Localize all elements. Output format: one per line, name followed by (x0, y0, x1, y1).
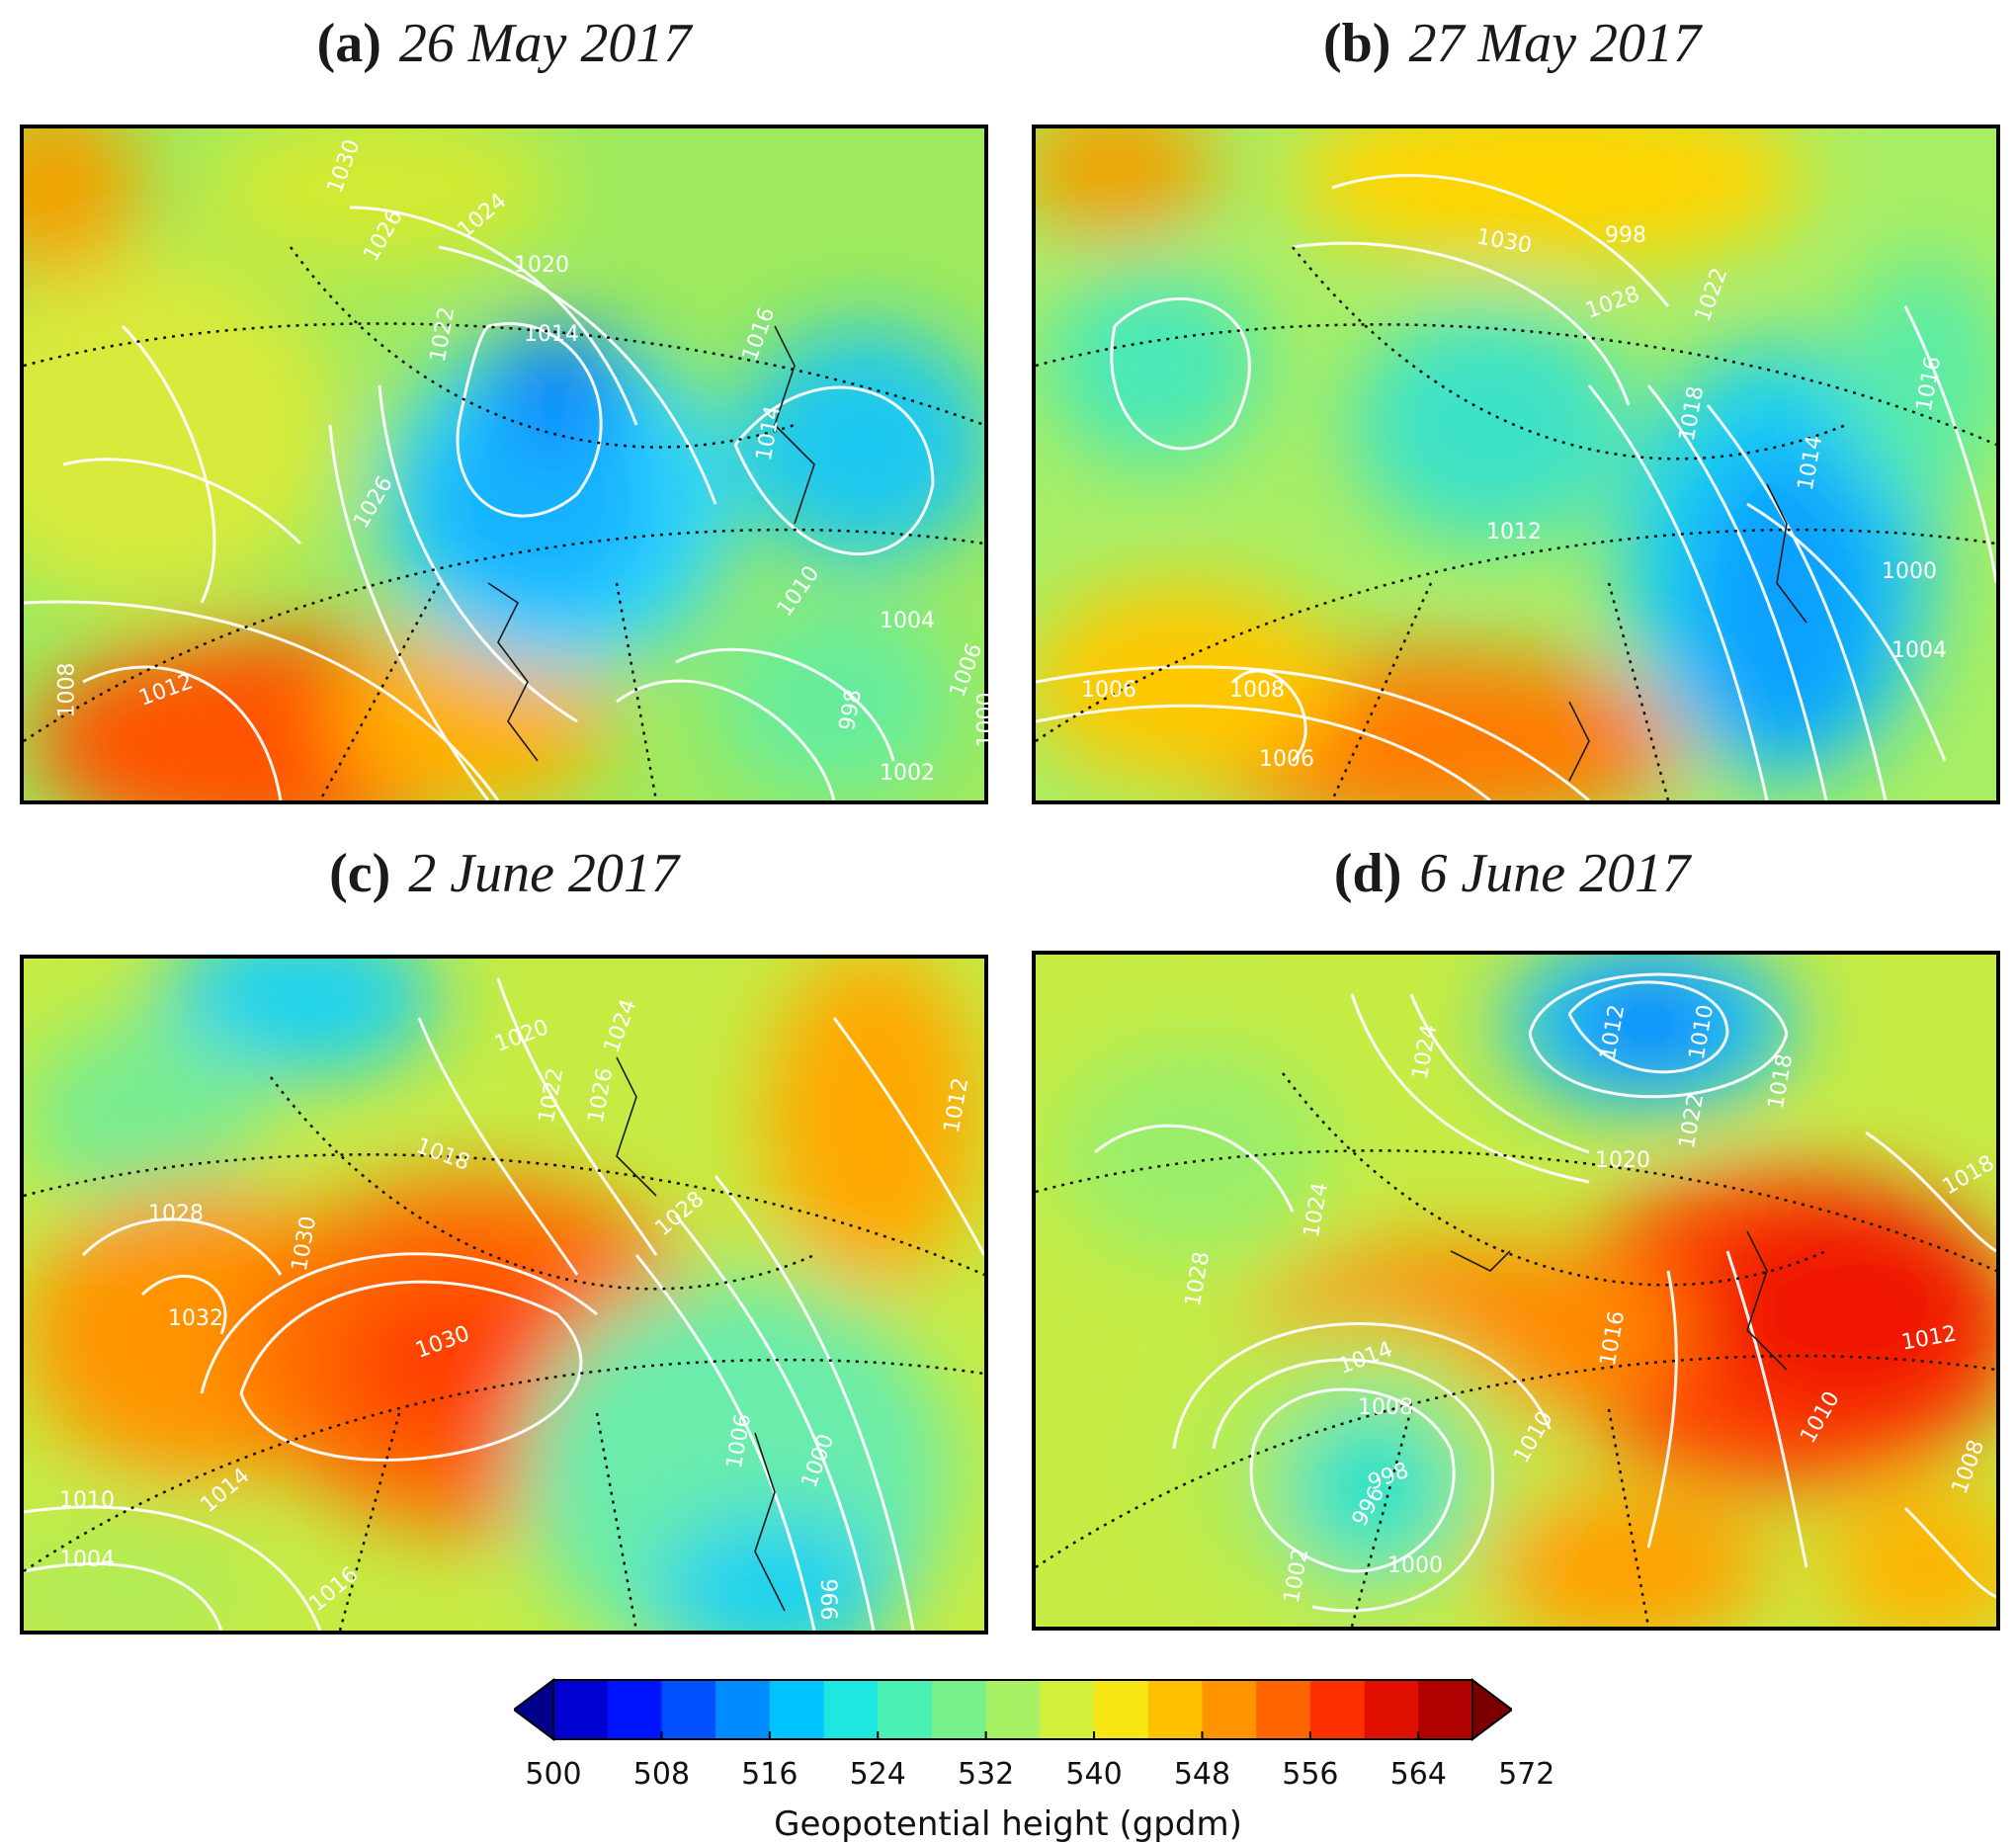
colorbar (514, 1678, 1512, 1741)
colorbar-tick-label: 540 (1065, 1757, 1123, 1792)
colorbar-tick-label: 516 (741, 1757, 798, 1792)
contour-label: 1008 (54, 662, 80, 718)
map-panel-d (1032, 951, 2000, 1631)
contour-label: 1000 (1387, 1553, 1443, 1578)
contour-label: 1008 (1358, 1395, 1413, 1420)
colorbar-segment (1147, 1680, 1203, 1739)
colorbar-tick-label: 524 (849, 1757, 906, 1792)
colorbar-segment (661, 1680, 716, 1739)
contour-label: 1002 (880, 761, 935, 786)
map-panel-a (20, 125, 988, 804)
colorbar-tick-label: 564 (1389, 1757, 1447, 1792)
colorbar-segment (1364, 1680, 1419, 1739)
colorbar-segment (1309, 1680, 1366, 1739)
contour-label: 1004 (1891, 638, 1947, 663)
colorbar-segment (1256, 1680, 1311, 1739)
contour-label: 1020 (514, 253, 569, 278)
colorbar-segment (878, 1680, 933, 1739)
contour-label: 1004 (880, 609, 935, 633)
colorbar-tick-label: 556 (1282, 1757, 1339, 1792)
contour-label: 998 (1605, 223, 1646, 248)
colorbar-tick-label: 508 (632, 1757, 691, 1792)
contour-label: 1004 (59, 1548, 115, 1572)
colorbar-frame (552, 1679, 1473, 1740)
colorbar-segment (1418, 1680, 1473, 1739)
colorbar-segment (607, 1680, 662, 1739)
contour-label: 1020 (1595, 1148, 1650, 1173)
contour-label: 1006 (1081, 678, 1136, 703)
map-panel-b (1032, 125, 2000, 804)
panel-c-tag: (c) (329, 843, 391, 904)
contour-label: 1000 (973, 692, 999, 748)
colorbar-segment (823, 1680, 879, 1739)
panel-b-title: (b) 27 May 2017 (1028, 12, 1996, 75)
panel-d-tag: (d) (1333, 843, 1402, 904)
colorbar-segment (553, 1680, 609, 1739)
colorbar-segment (1202, 1680, 1257, 1739)
panel-d-date: 6 June 2017 (1419, 843, 1691, 904)
colorbar-max-extend (1471, 1678, 1512, 1741)
colorbar-label: Geopotential height (gpdm) (774, 1804, 1242, 1844)
colorbar-tick-label: 572 (1498, 1757, 1555, 1792)
panel-c-date: 2 June 2017 (408, 843, 679, 904)
panel-c-title: (c) 2 June 2017 (20, 842, 988, 905)
contour-label: 1006 (1259, 747, 1314, 772)
panel-a-tag: (a) (316, 13, 381, 74)
contour-label: 1032 (168, 1306, 223, 1331)
map-panel-c (20, 955, 988, 1634)
colorbar-tick-label: 532 (958, 1757, 1015, 1792)
contour-label: 996 (818, 1578, 844, 1621)
colorbar-ticks: 500 508 516 524 532 540 548 556 564 572 (0, 1757, 2016, 1801)
colorbar-segment (1094, 1680, 1149, 1739)
panel-d-title: (d) 6 June 2017 (1028, 842, 1996, 905)
colorbar-segment (931, 1680, 987, 1739)
colorbar-tick-label: 500 (525, 1757, 582, 1792)
contour-label: 1010 (59, 1488, 115, 1513)
colorbar-min-extend (514, 1678, 554, 1741)
contour-label: 1008 (1229, 678, 1285, 703)
contour-label: 1000 (1882, 559, 1937, 584)
colorbar-tick-label: 548 (1173, 1757, 1231, 1792)
contour-label: 1014 (524, 322, 579, 347)
colorbar-segment (769, 1680, 825, 1739)
colorbar-segment (985, 1680, 1041, 1739)
contour-label: 1012 (1486, 520, 1542, 545)
colorbar-segment (1040, 1680, 1095, 1739)
panel-b-date: 27 May 2017 (1408, 13, 1701, 74)
panel-b-tag: (b) (1323, 13, 1391, 74)
panel-a-date: 26 May 2017 (398, 13, 692, 74)
colorbar-segment (715, 1680, 771, 1739)
contour-label: 1028 (148, 1202, 204, 1226)
panel-a-title: (a) 26 May 2017 (20, 12, 988, 75)
